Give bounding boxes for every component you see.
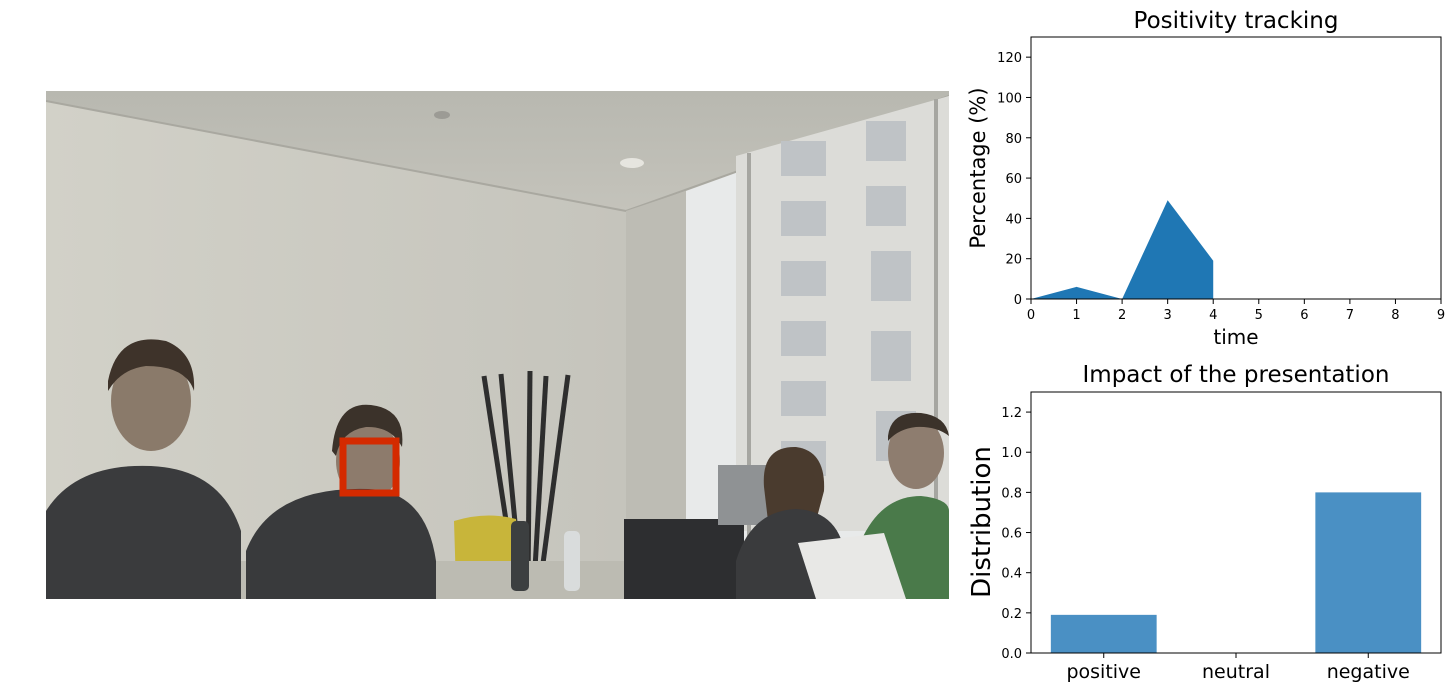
y-tick-label: 1.2	[1001, 406, 1022, 421]
y-tick-label: 0.2	[1001, 607, 1022, 622]
y-tick-label: 0.8	[1001, 486, 1022, 501]
y-tick-label: 0.4	[1001, 567, 1022, 582]
plot-frame	[1030, 36, 1442, 300]
positivity-area	[1031, 200, 1214, 299]
x-tick-label: 5	[1255, 308, 1263, 323]
y-tick-label: 120	[997, 51, 1022, 66]
bar-negative	[1315, 492, 1422, 653]
bar-positive	[1050, 614, 1157, 653]
y-tick-label: 0.6	[1001, 527, 1022, 542]
x-tick-label: 8	[1391, 308, 1399, 323]
meeting-room-image	[46, 91, 949, 599]
y-tick-label: 20	[1005, 253, 1022, 268]
x-tick-label: 0	[1027, 308, 1035, 323]
x-tick-label: 2	[1118, 308, 1126, 323]
x-tick-label: 6	[1300, 308, 1308, 323]
chart-title: Impact of the presentation	[1083, 362, 1390, 388]
y-axis-label: Percentage (%)	[966, 87, 990, 248]
x-tick-label: 9	[1437, 308, 1445, 323]
x-axis-label: time	[1213, 325, 1258, 349]
x-tick-label: 7	[1346, 308, 1354, 323]
y-tick-label: 0	[1014, 293, 1022, 308]
x-tick-label: 3	[1164, 308, 1172, 323]
y-tick-label: 100	[997, 91, 1022, 106]
x-tick-label: 4	[1209, 308, 1217, 323]
x-tick-label: positive	[1066, 661, 1141, 683]
x-tick-label: neutral	[1202, 661, 1270, 683]
x-tick-label: 1	[1072, 308, 1080, 323]
y-tick-label: 60	[1005, 172, 1022, 187]
y-axis-label: Distribution	[967, 446, 997, 598]
y-tick-label: 80	[1005, 132, 1022, 147]
webcam-frame	[46, 91, 949, 599]
y-tick-label: 40	[1005, 212, 1022, 227]
plot-frame	[1030, 391, 1442, 654]
y-tick-label: 1.0	[1001, 446, 1022, 461]
y-tick-label: 0.0	[1001, 647, 1022, 662]
x-tick-label: negative	[1327, 661, 1410, 683]
chart-title: Positivity tracking	[1134, 8, 1339, 34]
face-detection-box	[339, 437, 400, 497]
